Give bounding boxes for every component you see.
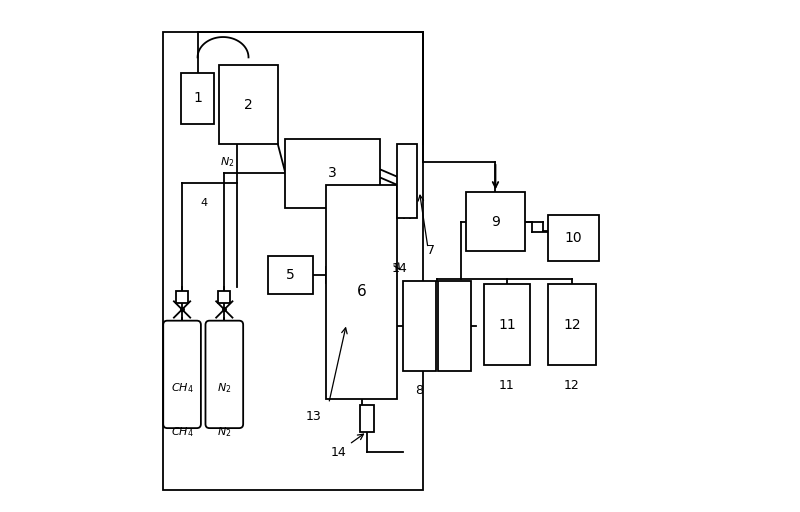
Text: $N_2$: $N_2$ <box>220 156 234 169</box>
Bar <box>268 256 314 294</box>
Text: 10: 10 <box>564 231 582 245</box>
Text: 12: 12 <box>563 318 581 332</box>
Text: $N_2$: $N_2$ <box>217 381 231 395</box>
Text: 5: 5 <box>286 268 295 282</box>
Text: $CH_4$: $CH_4$ <box>170 381 194 395</box>
Text: 11: 11 <box>498 318 516 332</box>
Bar <box>484 284 530 366</box>
Bar <box>286 139 380 208</box>
Text: $CH_4$: $CH_4$ <box>170 425 194 439</box>
Bar <box>438 282 471 371</box>
Text: 13: 13 <box>306 410 322 423</box>
Text: 14: 14 <box>331 445 346 459</box>
Bar <box>326 185 398 398</box>
Bar <box>181 73 214 123</box>
FancyBboxPatch shape <box>206 321 243 428</box>
Text: 9: 9 <box>491 215 500 229</box>
Text: 12: 12 <box>564 379 580 392</box>
Bar <box>548 284 596 366</box>
Text: 3: 3 <box>328 166 337 180</box>
Bar <box>402 282 436 371</box>
Bar <box>466 193 525 251</box>
Bar <box>176 291 188 303</box>
Text: $N_2$: $N_2$ <box>217 425 231 439</box>
Text: 4: 4 <box>200 198 207 207</box>
Text: 8: 8 <box>415 385 423 397</box>
Text: 2: 2 <box>244 97 253 112</box>
Bar <box>219 65 278 144</box>
Bar <box>398 144 417 218</box>
Bar <box>218 291 230 303</box>
Bar <box>163 32 423 490</box>
Bar <box>360 405 374 432</box>
Text: 7: 7 <box>426 244 434 258</box>
Text: 14: 14 <box>392 262 408 275</box>
Text: 11: 11 <box>499 379 515 392</box>
FancyBboxPatch shape <box>163 321 201 428</box>
Text: 6: 6 <box>357 284 366 299</box>
Text: 1: 1 <box>193 91 202 105</box>
Bar <box>548 215 598 261</box>
